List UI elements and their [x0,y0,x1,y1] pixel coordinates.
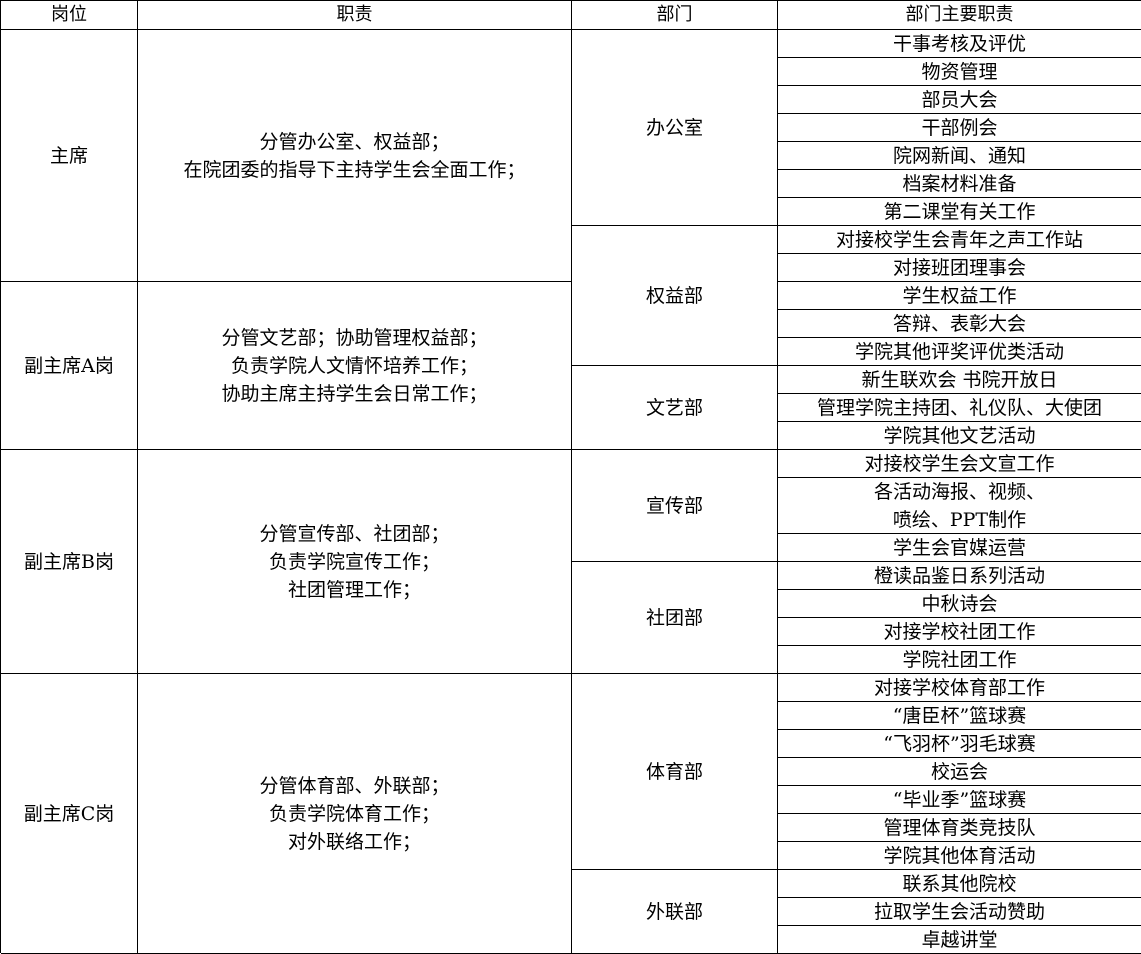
position-duty: 分管文艺部；协助管理权益部； 负责学院人文情怀培养工作； 协助主席主持学生会日常… [138,282,572,450]
department-task: 院网新闻、通知 [778,142,1141,170]
column-header: 部门 [572,1,778,30]
department-task: 对接学校体育部工作 [778,674,1141,702]
department-task: 中秋诗会 [778,590,1141,618]
department-task: 第二课堂有关工作 [778,198,1141,226]
department-name: 社团部 [572,562,778,674]
department-task: 对接学校社团工作 [778,618,1141,646]
position-duty: 分管体育部、外联部； 负责学院体育工作； 对外联络工作； [138,674,572,954]
department-task: 校运会 [778,758,1141,786]
department-task: 联系其他院校 [778,870,1141,898]
department-task: 各活动海报、视频、 喷绘、PPT制作 [778,478,1141,534]
department-task: 拉取学生会活动赞助 [778,898,1141,926]
position-title: 主席 [1,30,138,282]
department-name: 权益部 [572,226,778,366]
department-task: 档案材料准备 [778,170,1141,198]
department-task: 管理体育类竞技队 [778,814,1141,842]
department-task: 对接校学生会文宣工作 [778,450,1141,478]
department-task: “毕业季”篮球赛 [778,786,1141,814]
department-task: 新生联欢会 书院开放日 [778,366,1141,394]
department-task: 干事考核及评优 [778,30,1141,58]
department-task: 管理学院主持团、礼仪队、大使团 [778,394,1141,422]
department-name: 办公室 [572,30,778,226]
department-task: 部员大会 [778,86,1141,114]
department-task: 干部例会 [778,114,1141,142]
department-name: 体育部 [572,674,778,870]
position-title: 副主席C岗 [1,674,138,954]
position-title: 副主席B岗 [1,450,138,674]
column-header: 部门主要职责 [778,1,1141,30]
department-task: 学院其他评奖评优类活动 [778,338,1141,366]
position-duty: 分管办公室、权益部； 在院团委的指导下主持学生会全面工作； [138,30,572,282]
department-name: 宣传部 [572,450,778,562]
department-task: 橙读品鉴日系列活动 [778,562,1141,590]
department-name: 文艺部 [572,366,778,450]
department-task: 学院其他体育活动 [778,842,1141,870]
column-header: 岗位 [1,1,138,30]
department-task: 学院社团工作 [778,646,1141,674]
department-task: 物资管理 [778,58,1141,86]
column-header: 职责 [138,1,572,30]
department-task: 对接班团理事会 [778,254,1141,282]
department-task: 学生权益工作 [778,282,1141,310]
department-task: “唐臣杯”篮球赛 [778,702,1141,730]
department-task: 学生会官媒运营 [778,534,1141,562]
department-task: 学院其他文艺活动 [778,422,1141,450]
department-task: 答辩、表彰大会 [778,310,1141,338]
department-task: 卓越讲堂 [778,926,1141,954]
position-duty: 分管宣传部、社团部； 负责学院宣传工作； 社团管理工作； [138,450,572,674]
department-task: 对接校学生会青年之声工作站 [778,226,1141,254]
department-task: “飞羽杯”羽毛球赛 [778,730,1141,758]
department-name: 外联部 [572,870,778,954]
position-title: 副主席A岗 [1,282,138,450]
